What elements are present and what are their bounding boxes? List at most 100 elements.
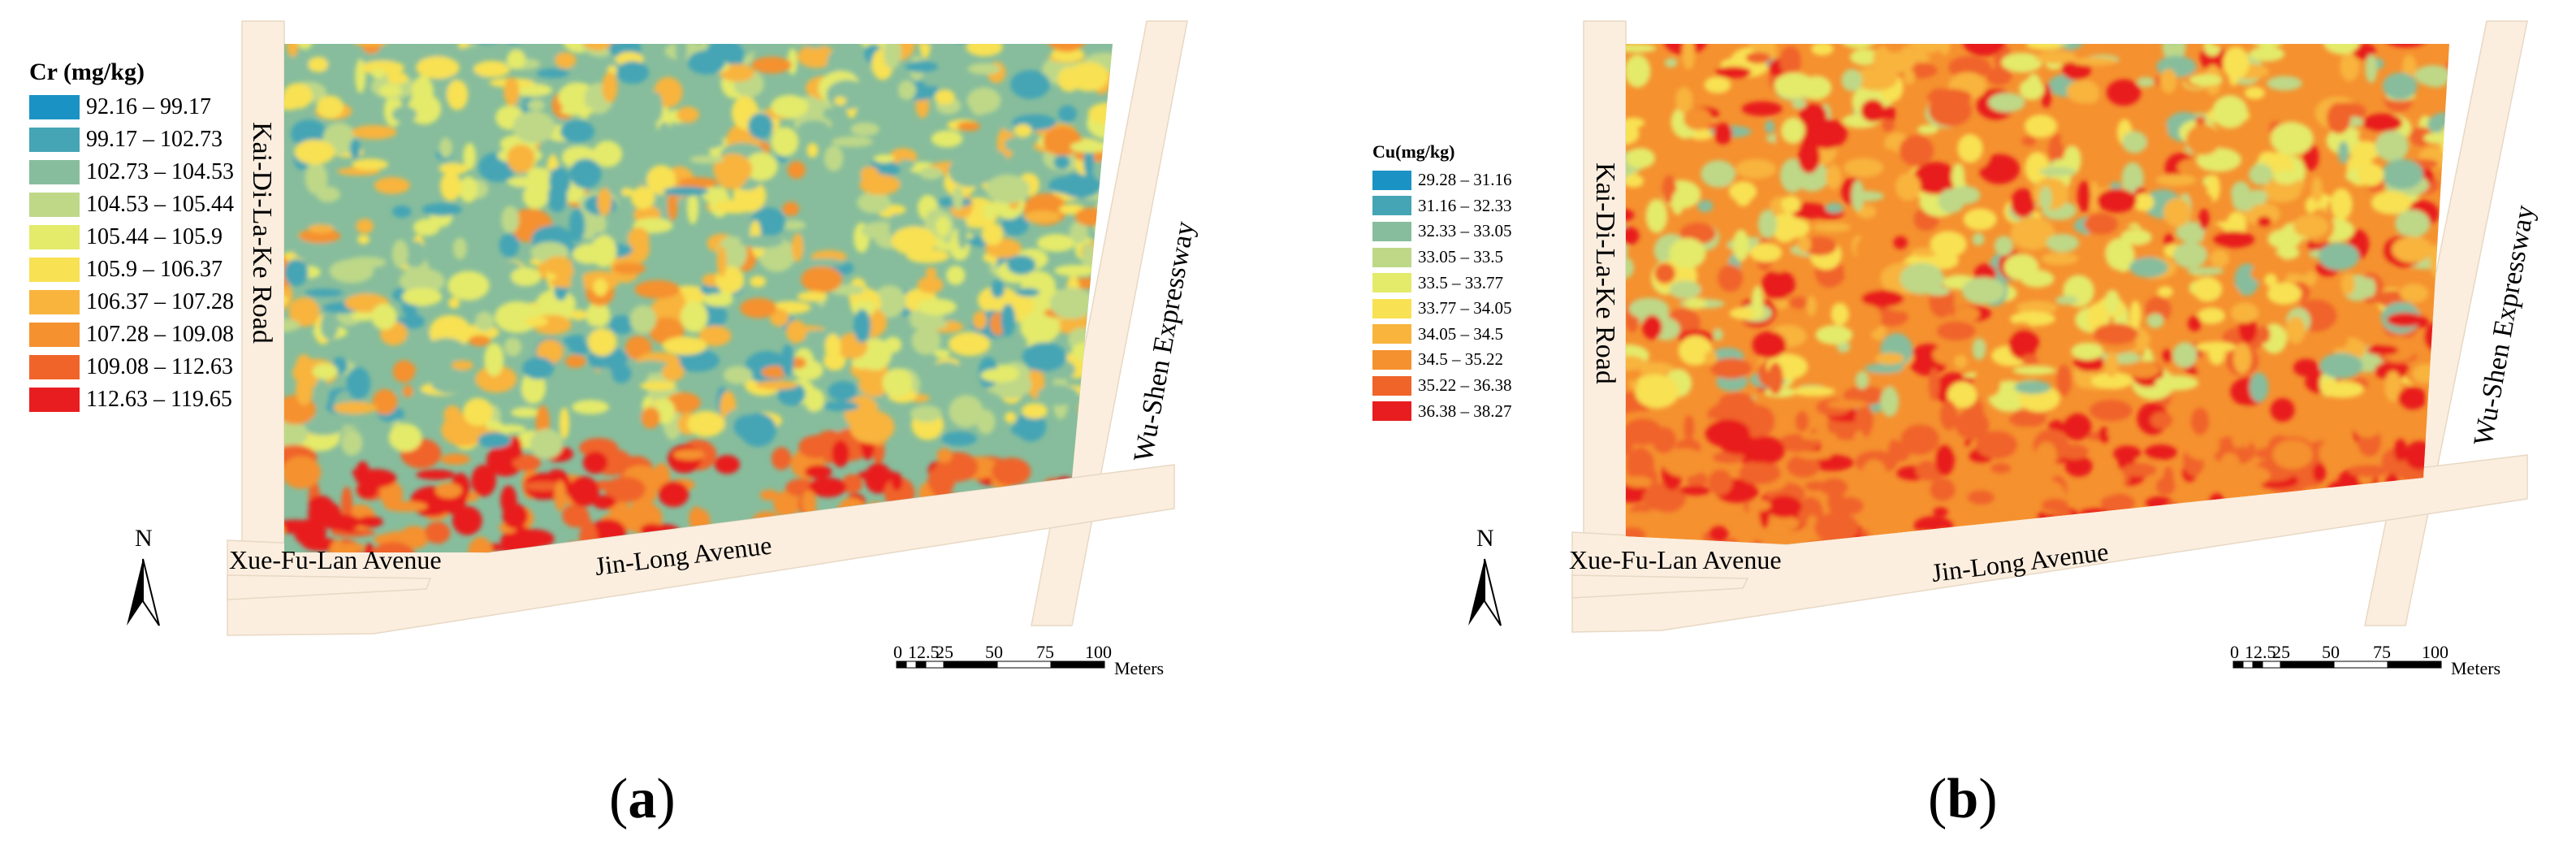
legend-item-b-1: 31.16 – 32.33 [1372,193,1512,219]
surface-patch [287,44,299,58]
surface-patch [771,127,799,157]
surface-patch [1826,400,1868,409]
surface-patch [352,158,389,171]
surface-patch [798,435,834,459]
legend-item-b-2: 32.33 – 33.05 [1372,219,1512,245]
surface-patch [356,219,374,234]
scale-tick-a-5: 100 [1085,642,1112,662]
surface-patch [2021,354,2042,365]
legend-item-a-1: 99.17 – 102.73 [29,123,234,156]
surface-patch [1861,99,1885,123]
surface-patch [471,465,496,497]
surface-patch [1852,304,1882,334]
surface-patch [1704,76,1731,93]
surface-patch [372,388,398,415]
map-panel-a: Kai-Di-La-Ke Road Wu-Shen Expressway Xue… [0,0,1288,764]
surface-patch [1714,123,1733,145]
surface-patch [1626,476,1652,488]
legend-range-label: 33.77 – 34.05 [1418,298,1512,318]
surface-patch [769,308,789,327]
surface-patch [1953,305,1980,323]
surface-patch [1715,66,1752,79]
legend-range-label: 105.9 – 106.37 [86,257,223,282]
surface-patch [2039,186,2052,211]
surface-patch [1825,202,1843,214]
surface-patch [607,44,625,57]
surface-patch [2129,257,2168,278]
surface-patch [897,159,915,171]
surface-patch [509,436,522,460]
surface-patch [1739,462,1781,485]
surface-patch [621,188,634,197]
surface-patch [1874,353,1904,365]
surface-patch [356,461,370,483]
legend-swatch [1372,349,1411,370]
legend-range-label: 33.05 – 33.5 [1418,247,1503,267]
surface-patch [374,533,411,546]
surface-patch [636,26,655,40]
surface-patch [402,385,413,398]
map-canvas-b: Kai-Di-La-Ke Road Wu-Shen Expressway Xue… [1468,20,2540,678]
surface-patch [2104,352,2119,378]
legend-swatch [1372,221,1411,241]
surface-patch [475,365,517,393]
surface-patch [554,480,567,512]
surface-patch [640,381,677,391]
road-label-south-west-b: Xue-Fu-Lan Avenue [1569,545,1782,574]
surface-patch [463,397,493,427]
road-xue-fu-lan-a [227,574,432,600]
surface-patch [791,232,804,262]
map-panel-b: Kai-Di-La-Ke Road Wu-Shen Expressway Xue… [1288,0,2576,764]
legend-item-a-9: 112.63 – 119.65 [29,383,234,416]
legend-swatch [29,95,80,119]
surface-patch [1955,409,1990,440]
surface-patch [593,278,608,297]
panel-caption-b: (b) [1928,768,1998,830]
surface-patch [1983,338,1999,348]
surface-patch [714,455,741,474]
surface-patch [745,152,778,181]
surface-patch [1804,119,1848,149]
surface-patch [2436,546,2448,567]
surface-patch [1705,419,1750,448]
surface-patch [2055,295,2078,305]
surface-patch [2187,315,2202,331]
surface-patch [2212,95,2248,128]
surface-patch [559,407,570,440]
surface-patch [2104,466,2124,492]
surface-patch [321,513,361,531]
surface-patch [1637,374,1674,388]
surface-patch [2155,174,2197,186]
surface-patch [592,495,616,509]
surface-patch [2358,163,2384,187]
surface-patch [1849,49,1880,66]
surface-patch [2386,312,2424,327]
surface-patch [2046,233,2079,253]
surface-patch [1820,478,1848,496]
surface-patch [1718,392,1756,416]
legend-item-a-5: 105.9 – 106.37 [29,253,234,286]
surface-patch [1068,62,1109,92]
legend-range-label: 33.5 – 33.77 [1418,272,1503,292]
surface-patch [474,311,495,331]
surface-patch [1757,210,1777,239]
surface-patch [2208,341,2226,366]
surface-patch [523,184,549,210]
surface-patch [2319,353,2363,379]
legend-item-a-8: 109.08 – 112.63 [29,351,234,383]
surface-patch [847,62,862,77]
surface-patch [596,366,613,396]
scale-bar-segment [2262,661,2281,669]
surface-patch [2184,429,2220,461]
surface-patch [1752,331,1787,359]
surface-patch [905,61,939,73]
surface-patch [2163,197,2191,227]
surface-patch [2331,530,2369,544]
surface-patch [739,413,777,447]
surface-patch [917,276,944,294]
surface-patch [2159,68,2177,93]
scale-bar-segment [943,661,998,669]
surface-patch [301,416,345,435]
surface-patch [587,328,617,357]
surface-patch [2041,498,2068,512]
